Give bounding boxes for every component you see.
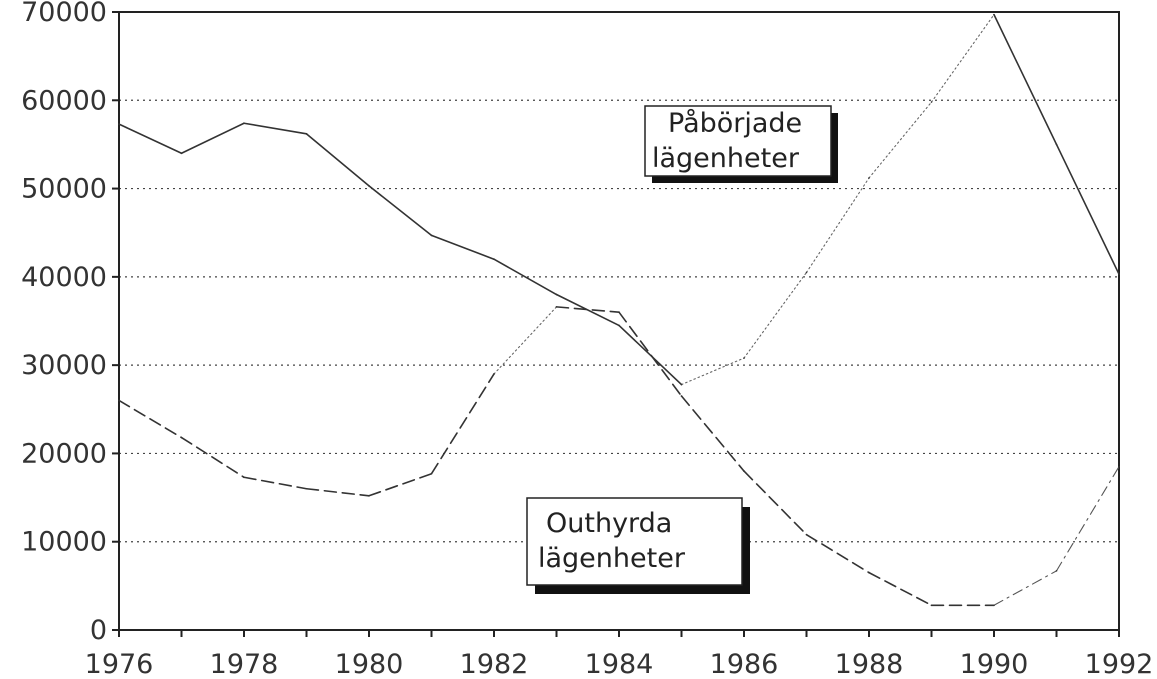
x-tick-label: 1982: [460, 649, 529, 679]
series-1-point: [368, 185, 370, 187]
series-2-point: [430, 472, 433, 475]
y-tick-label: 20000: [21, 438, 107, 469]
series-2-point: [993, 604, 995, 607]
series-2-segment: [868, 571, 933, 607]
series-2-point: [368, 495, 370, 497]
label-pabor-line1: Påbörjade: [668, 108, 802, 139]
series-1-segment: [930, 14, 995, 103]
series-1-point: [180, 152, 183, 155]
label-pabor-line2: lägenheter: [652, 143, 800, 174]
series-2-point: [743, 470, 745, 472]
label-box-outhyrda: Outhyrda lägenheter: [526, 497, 750, 594]
series-1-segment: [805, 177, 870, 273]
series-1-point: [555, 293, 558, 296]
series-1-point: [868, 177, 870, 179]
series-2-segment: [743, 470, 808, 536]
x-tick-label: 1988: [835, 649, 904, 679]
series-2-segment: [180, 436, 245, 479]
series-2-point: [180, 436, 183, 439]
series-1-point: [743, 357, 745, 359]
x-tick-label: 1986: [710, 649, 779, 679]
series-1-segment: [618, 324, 683, 386]
series-2-point: [930, 604, 933, 607]
series-1-point: [993, 13, 995, 16]
series-1-segment: [243, 122, 308, 135]
y-tick-labels: 0 10000 20000 30000 40000 50000 60000 70000: [21, 0, 119, 646]
series-1-point: [1055, 143, 1058, 146]
series-1-point: [493, 258, 495, 261]
series-1-point: [680, 383, 683, 386]
series-1-point: [430, 234, 433, 237]
series-2-point: [305, 487, 308, 490]
series-1-point: [243, 122, 245, 125]
gridlines: [119, 99, 1119, 543]
y-tick-label: 0: [90, 615, 107, 646]
series-1-point: [930, 101, 933, 103]
series-2-point: [493, 373, 495, 375]
series-2-segment: [618, 311, 683, 397]
series-2-segment: [243, 476, 308, 490]
series-1-point: [1118, 273, 1120, 276]
series-2-point: [805, 533, 808, 536]
series-2-point: [243, 476, 245, 479]
series-2-point: [618, 311, 620, 313]
series-2-point: [555, 306, 558, 308]
series-2-point: [1118, 465, 1120, 468]
y-tick-label: 70000: [21, 0, 107, 28]
series-1-segment: [868, 101, 933, 179]
x-tick-label: 1978: [210, 649, 279, 679]
y-tick-label: 50000: [21, 174, 107, 205]
series-1-segment: [118, 123, 183, 155]
label-outhyrda-line2: lägenheter: [538, 543, 686, 574]
series-2-point: [680, 395, 683, 397]
series-2-segment: [430, 373, 495, 475]
series-1-point: [305, 133, 308, 135]
x-tick-label: 1990: [960, 649, 1029, 679]
y-tick-label: 30000: [21, 350, 107, 381]
series-1-segment: [368, 185, 433, 237]
series-1-segment: [493, 258, 558, 296]
label-box-pabor: Påbörjade lägenheter: [644, 105, 838, 183]
x-tick-label: 1980: [335, 649, 404, 679]
series-2-segment: [993, 570, 1058, 606]
series-2-segment: [805, 533, 870, 574]
y-tick-label: 60000: [21, 85, 107, 116]
series-lines: [118, 13, 1120, 607]
series-1-point: [118, 123, 120, 125]
x-tick-label: 1976: [85, 649, 154, 679]
label-outhyrda-line1: Outhyrda: [546, 508, 672, 539]
series-2-point: [1055, 570, 1058, 572]
y-tick-label: 10000: [21, 527, 107, 558]
series-1-segment: [743, 271, 808, 359]
series-1-segment: [555, 293, 620, 327]
series-2-segment: [305, 487, 370, 497]
series-2-segment: [555, 306, 620, 313]
series-1-point: [805, 271, 808, 274]
x-tick-label: 1984: [585, 649, 654, 679]
series-2-point: [118, 399, 120, 402]
series-1-point: [618, 324, 620, 327]
y-tick-label: 40000: [21, 262, 107, 293]
series-1-segment: [1055, 143, 1120, 276]
series-1-segment: [305, 133, 370, 187]
series-2-segment: [118, 399, 183, 439]
series-1-segment: [180, 122, 245, 155]
x-tick-labels: 1976 1978 1980 1982 1984 1986 1988 1990 1992: [85, 630, 1154, 679]
series-1-segment: [993, 13, 1058, 146]
series-2-segment: [1055, 466, 1120, 572]
series-2-point: [868, 571, 870, 574]
series-2-segment: [368, 472, 433, 497]
series-1-segment: [680, 357, 745, 386]
series-1-segment: [430, 234, 495, 261]
series-2-segment: [493, 306, 558, 375]
series-2-segment: [680, 395, 745, 472]
x-tick-label: 1992: [1085, 649, 1154, 679]
